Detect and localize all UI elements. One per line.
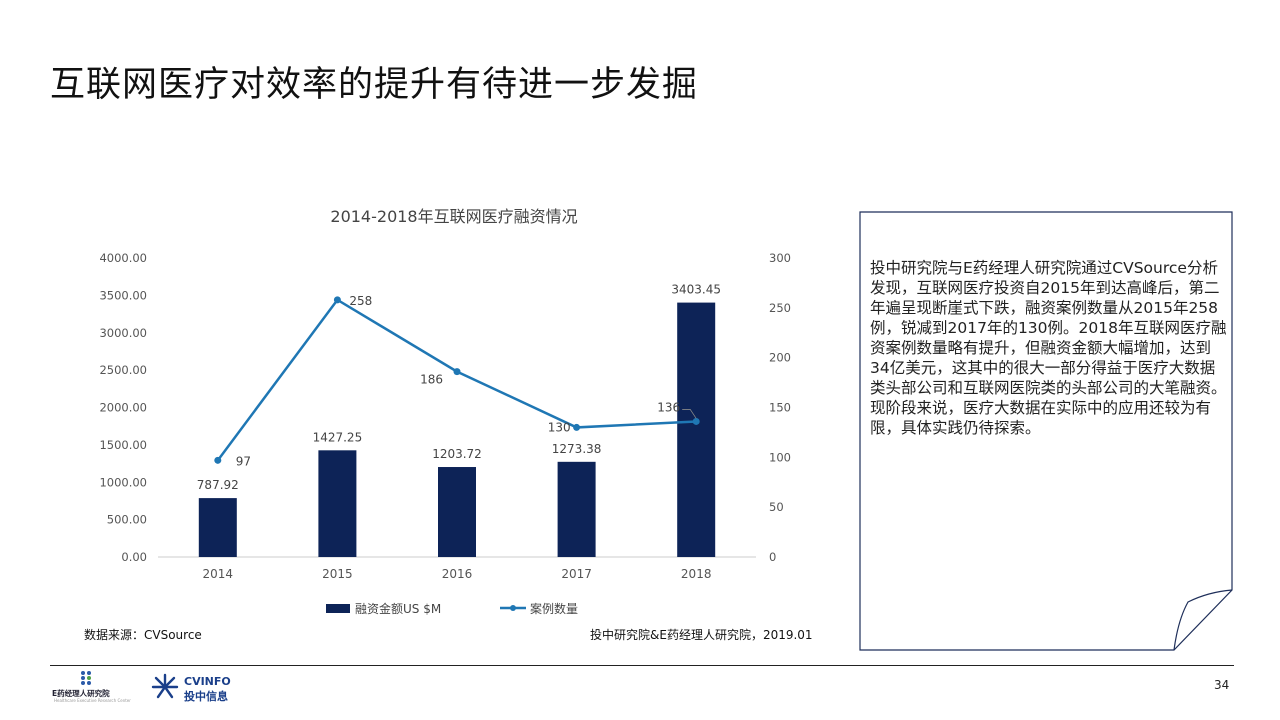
legend-bar-swatch: [326, 604, 350, 613]
left-axis-tick-label: 500.00: [107, 513, 147, 527]
x-axis-tick-label: 2018: [681, 567, 712, 581]
right-axis-tick-label: 150: [769, 401, 791, 415]
left-axis-tick-label: 3500.00: [99, 288, 147, 302]
line-value-label: 136: [657, 400, 680, 414]
line-point: [573, 423, 581, 431]
bar: [438, 467, 476, 557]
bar-value-label: 3403.45: [671, 283, 721, 297]
case-count-line: [216, 298, 697, 462]
e-pharma-logo: E药经理人研究院 Healthcare Executive Research C…: [52, 670, 132, 704]
left-axis: 0.00 500.00 1000.00 1500.00 2000.00 2500.00 30…: [99, 251, 147, 564]
bar-value-label: 1427.25: [313, 430, 363, 444]
bar: [198, 498, 237, 557]
right-axis-tick-label: 0: [769, 550, 776, 564]
right-axis-tick-label: 250: [769, 301, 791, 315]
left-axis-tick-label: 0.00: [121, 550, 147, 564]
bar-series: 787.92 1427.25 1203.72 1273.38 3403.45: [197, 283, 721, 557]
x-axis-tick-label: 2015: [322, 567, 353, 581]
right-axis: 0 50 100 150 200 250 300: [769, 251, 791, 564]
cvinfo-burst-icon: [151, 673, 179, 699]
line-value-label: 97: [236, 454, 251, 468]
left-axis-tick-label: 3000.00: [99, 326, 147, 340]
line-point: [692, 417, 700, 425]
left-axis-tick-label: 4000.00: [99, 251, 147, 265]
line-value-label: 258: [349, 294, 372, 308]
legend: 融资金额US $M 案例数量: [326, 601, 578, 616]
page-number: 34: [1214, 678, 1230, 692]
left-axis-tick-label: 2000.00: [99, 401, 147, 415]
left-axis-tick-label: 1500.00: [99, 438, 147, 452]
line-series: 97 258 186 130 136: [214, 294, 700, 468]
legend-line-label: 案例数量: [530, 601, 578, 616]
slide-title: 互联网医疗对效率的提升有待进一步发掘: [50, 65, 699, 105]
bar-value-label: 787.92: [197, 478, 239, 492]
bar-value-label: 1273.38: [552, 442, 602, 456]
analysis-note: 投中研究院与E药经理人研究院通过CVSource分析发现，互联网医疗投资自201…: [870, 259, 1227, 437]
x-axis-tick-label: 2016: [442, 567, 473, 581]
left-axis-tick-label: 1000.00: [99, 475, 147, 489]
footer-divider: [50, 665, 1234, 666]
e-pharma-logo-subtitle: Healthcare Executive Research Center: [54, 698, 131, 703]
cvinfo-logo-en: CVINFO: [184, 675, 231, 688]
note-box-frame: [859, 211, 1233, 651]
line-point: [333, 296, 341, 304]
bar: [677, 302, 716, 557]
right-axis-tick-label: 200: [769, 351, 791, 365]
legend-line-marker: [510, 605, 516, 611]
right-axis-tick-label: 300: [769, 251, 791, 265]
cvinfo-logo-cn: 投中信息: [184, 690, 228, 703]
bar-value-label: 1203.72: [432, 447, 482, 461]
label-leader-line: [682, 409, 697, 419]
bar: [557, 461, 596, 557]
data-source: 数据来源：CVSource: [84, 628, 202, 642]
right-axis-tick-label: 100: [769, 450, 791, 464]
cvinfo-logo: CVINFO 投中信息: [150, 672, 240, 704]
left-axis-tick-label: 2500.00: [99, 363, 147, 377]
bar: [318, 450, 357, 557]
line-point: [214, 456, 222, 464]
publisher-credit: 投中研究院&E药经理人研究院，2019.01: [590, 628, 813, 642]
x-axis: 2014 2015 2016 2017 2018: [203, 567, 712, 581]
financing-chart: 2014-2018年互联网医疗融资情况 0.00 500.00 1000.00 150…: [99, 207, 791, 616]
x-axis-tick-label: 2014: [203, 567, 234, 581]
legend-bar-label: 融资金额US $M: [355, 601, 441, 616]
x-axis-tick-label: 2017: [561, 567, 592, 581]
line-value-label: 186: [420, 373, 443, 387]
line-point: [453, 368, 461, 376]
right-axis-tick-label: 50: [769, 500, 784, 514]
dots-logo-icon: [81, 671, 91, 685]
line-value-label: 130: [548, 420, 571, 434]
chart-title: 2014-2018年互联网医疗融资情况: [330, 207, 577, 226]
e-pharma-logo-name: E药经理人研究院: [52, 689, 110, 698]
